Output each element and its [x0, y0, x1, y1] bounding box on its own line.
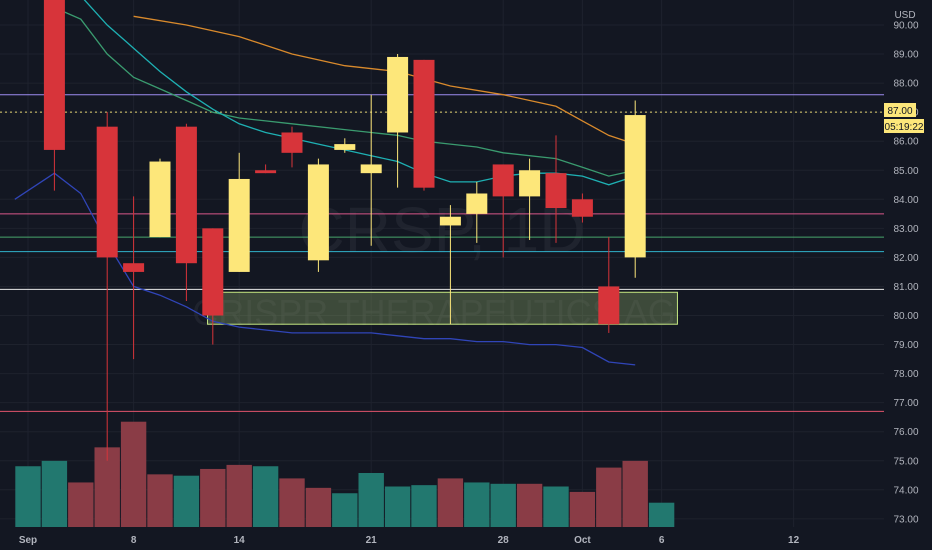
time-tick-label: 21 — [366, 535, 378, 546]
candle-body — [334, 144, 356, 150]
candlesticks — [43, 0, 646, 461]
volume-bar — [411, 485, 437, 527]
volume-bars — [15, 421, 675, 527]
volume-bar — [648, 502, 675, 527]
time-tick-label: 14 — [234, 535, 246, 546]
chart-grid — [0, 0, 884, 527]
volume-bar — [437, 478, 464, 527]
volume-bar — [41, 460, 68, 527]
candle-body — [466, 193, 488, 214]
last-price-badge: 87.00 05:19:22 — [884, 103, 924, 133]
volume-bar — [464, 482, 490, 527]
candle-body — [519, 170, 541, 197]
volume-bar — [569, 491, 596, 527]
time-tick-label: 28 — [498, 535, 510, 546]
volume-bar — [384, 486, 411, 527]
candle-body — [492, 164, 514, 197]
watermark-symbol: CRSP, 1D — [299, 194, 586, 266]
volume-bar — [173, 475, 200, 527]
volume-bar — [596, 467, 622, 527]
candle-body — [571, 199, 593, 217]
price-tick-label: 82.00 — [893, 253, 918, 264]
volume-bar — [332, 493, 358, 527]
volume-bar — [622, 460, 648, 527]
candle-body — [149, 161, 171, 238]
time-tick-label: 12 — [788, 535, 800, 546]
price-tick-label: 86.00 — [893, 137, 918, 148]
volume-bar — [252, 466, 279, 527]
price-tick-label: 85.00 — [893, 166, 918, 177]
volume-bar — [305, 487, 332, 527]
volume-bar — [516, 483, 543, 527]
price-tick-label: 89.00 — [893, 50, 918, 61]
price-tick-label: 84.00 — [893, 195, 918, 206]
price-tick-label: 81.00 — [893, 282, 918, 293]
candle-body — [228, 178, 250, 272]
price-tick-label: 83.00 — [893, 224, 918, 235]
time-axis[interactable]: Sep 8 14 21 28 Oct 6 12 — [19, 535, 800, 546]
volume-bar — [15, 466, 41, 527]
volume-bar — [490, 483, 516, 527]
moving-average-line — [54, 7, 636, 177]
candle-body — [439, 216, 461, 226]
candle-body — [307, 164, 329, 261]
watermark-company-name: CRISPR THERAPEUTICS AG — [192, 292, 675, 333]
price-tick-label: 73.00 — [893, 514, 918, 525]
price-tick-label: 79.00 — [893, 340, 918, 351]
price-tick-label: 74.00 — [893, 485, 918, 496]
symbol-watermark: CRSP, 1D CRISPR THERAPEUTICS AG — [192, 194, 675, 333]
candle-body — [413, 59, 435, 188]
price-tick-label: 80.00 — [893, 311, 918, 322]
candle-body — [624, 115, 646, 258]
time-tick-label: 6 — [659, 535, 665, 546]
last-price-value: 87.00 — [887, 106, 912, 117]
volume-bar — [147, 474, 173, 527]
price-tick-label: 88.00 — [893, 79, 918, 90]
horizontal-lines — [0, 94, 884, 412]
volume-bar — [543, 486, 569, 527]
moving-average-line — [83, 0, 636, 186]
candle-body — [598, 286, 620, 325]
price-tick-label: 78.00 — [893, 369, 918, 380]
price-tick-label: 90.00 — [893, 21, 918, 32]
candle-body — [281, 132, 303, 153]
timer-badge-box — [884, 119, 924, 133]
candle-body — [255, 170, 277, 174]
price-tick-label: 77.00 — [893, 398, 918, 409]
time-tick-label: Sep — [19, 535, 37, 546]
price-badge-box — [884, 103, 916, 117]
time-tick-label: Oct — [574, 535, 591, 546]
candle-body — [43, 0, 65, 150]
price-tick-label: 75.00 — [893, 456, 918, 467]
candle-body — [545, 173, 567, 209]
volume-bar — [279, 478, 305, 527]
volume-bar — [226, 464, 252, 527]
candle-body — [96, 126, 118, 258]
volume-bar — [200, 468, 226, 527]
volume-bar — [68, 482, 94, 527]
candle-body — [123, 263, 145, 272]
moving-average-line — [133, 15, 636, 145]
time-tick-label: 8 — [131, 535, 137, 546]
candle-body — [360, 164, 382, 174]
bar-close-timer: 05:19:22 — [885, 122, 924, 133]
candle-body — [387, 56, 409, 133]
candle-body — [202, 228, 224, 316]
volume-bar — [120, 421, 147, 527]
volume-bar — [358, 473, 384, 527]
moving-average-line — [14, 172, 636, 366]
candle-body — [175, 126, 197, 264]
currency-label: USD — [894, 10, 915, 21]
price-axis[interactable]: 73.00 74.00 75.00 76.00 77.00 78.00 79.00 80.00… — [893, 21, 918, 526]
price-tick-label: 76.00 — [893, 427, 918, 438]
